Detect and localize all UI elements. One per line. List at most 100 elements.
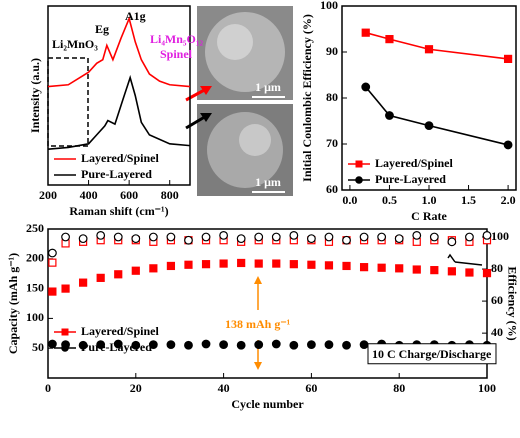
x-tick-label: 0.0 xyxy=(342,193,357,207)
x-tick-label: 40 xyxy=(218,381,230,395)
marker xyxy=(219,231,229,240)
marker xyxy=(361,28,370,37)
marker xyxy=(237,258,246,268)
series-line xyxy=(47,74,191,150)
y2-axis-title: Efficiency (%) xyxy=(505,266,519,340)
legend-label: Layered/Spinel xyxy=(81,324,159,338)
marker xyxy=(482,269,492,278)
marker xyxy=(236,340,246,350)
marker xyxy=(61,232,70,242)
marker xyxy=(113,339,123,349)
marker xyxy=(131,266,140,275)
x-tick-label: 0 xyxy=(45,381,51,395)
marker xyxy=(430,266,439,275)
scale-label: 1 μm xyxy=(255,175,281,189)
marker xyxy=(236,234,246,244)
marker xyxy=(131,234,141,244)
marker xyxy=(114,270,123,279)
x-tick-label: 400 xyxy=(80,188,98,202)
particle xyxy=(239,124,271,156)
marker xyxy=(359,340,369,350)
y-tick-label: 100 xyxy=(26,310,44,324)
y-axis-title: Intensity (a.u.) xyxy=(28,58,42,133)
marker xyxy=(219,259,228,268)
y-tick-label: 50 xyxy=(32,340,44,354)
marker xyxy=(465,232,474,242)
marker xyxy=(219,340,229,350)
marker xyxy=(307,340,316,350)
y-tick-label: 250 xyxy=(26,221,44,235)
marker xyxy=(359,263,369,272)
y-tick-label: 60 xyxy=(326,182,338,196)
marker xyxy=(377,232,387,242)
marker xyxy=(184,260,193,269)
x-tick-label: 200 xyxy=(39,188,57,202)
marker xyxy=(395,264,404,273)
annotation: A1g xyxy=(125,9,146,23)
arrow-head xyxy=(200,86,212,95)
marker xyxy=(166,232,176,242)
marker xyxy=(324,261,334,270)
arrow xyxy=(454,261,483,266)
y2-tick-label: 100 xyxy=(491,229,509,243)
plot-frame xyxy=(47,228,488,379)
marker xyxy=(48,258,57,267)
marker xyxy=(79,278,88,287)
legend-label: Layered/Spinel xyxy=(375,156,453,170)
marker xyxy=(148,232,158,242)
annotation: Spinel xyxy=(160,47,193,61)
x-tick-label: 1.0 xyxy=(422,193,437,207)
x-tick-label: 800 xyxy=(161,188,179,202)
legend-label: Pure-Layered xyxy=(81,167,152,181)
marker xyxy=(342,261,351,271)
y-tick-label: 100 xyxy=(320,0,338,12)
x-tick-label: 20 xyxy=(130,381,142,395)
marker xyxy=(342,235,351,245)
plot-frame xyxy=(47,5,191,186)
series-line xyxy=(365,31,509,60)
arrow xyxy=(447,253,456,263)
y2-tick-label: 80 xyxy=(491,261,503,275)
legend-label: Pure-Layered xyxy=(81,340,152,354)
arrow-head xyxy=(254,362,262,370)
marker xyxy=(96,340,106,350)
marker xyxy=(307,260,316,269)
marker xyxy=(96,273,105,282)
marker xyxy=(254,340,264,350)
x-axis-title: C Rate xyxy=(411,209,447,223)
y-axis-title: Initial Coulombic Efficiency (%) xyxy=(300,14,314,182)
arrow-head xyxy=(200,113,212,122)
x-tick-label: 2.0 xyxy=(501,193,516,207)
marker xyxy=(377,263,386,272)
annotation: Li₄Mn₅O₁₂ xyxy=(150,32,203,46)
arrow-head xyxy=(254,276,262,284)
marker xyxy=(166,340,176,350)
x-tick-label: 600 xyxy=(120,188,138,202)
marker xyxy=(201,232,211,242)
marker xyxy=(503,54,513,64)
x-tick-label: 1.5 xyxy=(461,193,476,207)
marker xyxy=(148,340,158,350)
marker xyxy=(113,232,123,242)
marker xyxy=(254,259,263,268)
marker xyxy=(289,340,299,350)
y-tick-label: 150 xyxy=(26,280,44,294)
sem-images: 1 μm 1 μm xyxy=(197,6,293,196)
marker xyxy=(324,232,334,242)
marker xyxy=(385,35,394,44)
marker xyxy=(184,235,193,245)
annotation: Eg xyxy=(95,22,109,36)
y-tick-label: 70 xyxy=(326,136,338,150)
marker xyxy=(271,339,281,349)
x-tick-label: 80 xyxy=(393,381,405,395)
marker xyxy=(78,340,88,350)
legend-marker xyxy=(61,344,69,352)
y-tick-label: 90 xyxy=(326,44,338,58)
legend-marker xyxy=(355,176,363,184)
legend-label: Layered/Spinel xyxy=(81,151,159,165)
y2-tick-label: 40 xyxy=(491,325,503,339)
series-line xyxy=(365,86,509,146)
marker xyxy=(96,231,106,240)
marker xyxy=(61,284,70,293)
marker xyxy=(47,248,57,258)
